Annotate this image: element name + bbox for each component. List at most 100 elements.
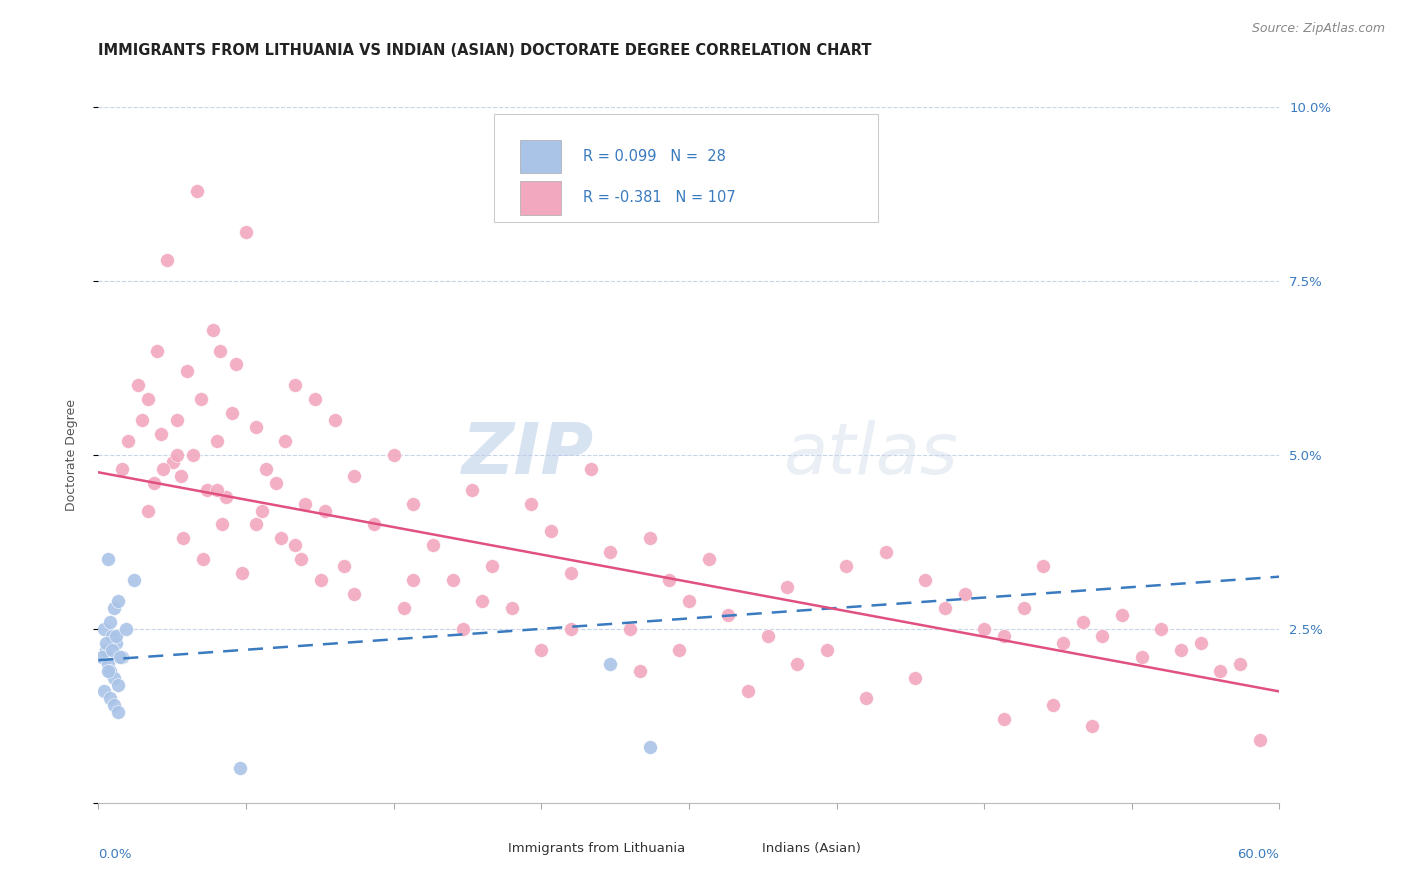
Point — [835, 559, 858, 574]
Point — [254, 462, 277, 476]
Point — [668, 642, 690, 657]
Point — [162, 455, 184, 469]
Point — [993, 629, 1015, 643]
Text: ZIP: ZIP — [463, 420, 595, 490]
Point — [136, 392, 159, 407]
Point — [1130, 649, 1153, 664]
Point — [156, 253, 179, 268]
Point — [150, 427, 173, 442]
Point — [122, 573, 145, 587]
Point — [638, 532, 661, 546]
Point — [142, 475, 165, 490]
Point — [540, 524, 562, 539]
Point — [520, 497, 543, 511]
Point — [97, 657, 120, 671]
Point — [776, 580, 799, 594]
Point — [402, 573, 425, 587]
Point — [98, 615, 121, 629]
Point — [934, 601, 956, 615]
Point — [1249, 733, 1271, 747]
Point — [530, 642, 553, 657]
Point — [209, 343, 232, 358]
Point — [343, 587, 366, 601]
Point — [117, 434, 139, 448]
Point — [560, 622, 582, 636]
Text: R = 0.099   N =  28: R = 0.099 N = 28 — [582, 149, 725, 164]
Point — [229, 761, 252, 775]
Point — [225, 358, 247, 372]
Point — [737, 684, 759, 698]
Point — [1012, 601, 1035, 615]
Point — [103, 601, 125, 615]
Point — [108, 649, 131, 664]
Point — [97, 552, 120, 566]
Point — [205, 434, 228, 448]
Point — [284, 378, 307, 392]
Text: Source: ZipAtlas.com: Source: ZipAtlas.com — [1251, 22, 1385, 36]
Point — [904, 671, 927, 685]
Point — [221, 406, 243, 420]
Point — [186, 184, 208, 198]
Point — [1081, 719, 1104, 733]
Point — [1071, 615, 1094, 629]
Point — [875, 545, 897, 559]
Point — [103, 698, 125, 713]
Point — [628, 664, 651, 678]
Text: IMMIGRANTS FROM LITHUANIA VS INDIAN (ASIAN) DOCTORATE DEGREE CORRELATION CHART: IMMIGRANTS FROM LITHUANIA VS INDIAN (ASI… — [98, 43, 872, 58]
Point — [451, 622, 474, 636]
Point — [215, 490, 238, 504]
Point — [98, 664, 121, 678]
Point — [284, 538, 307, 552]
Point — [107, 706, 129, 720]
Point — [131, 413, 153, 427]
Point — [166, 448, 188, 462]
Point — [172, 532, 194, 546]
Point — [402, 497, 425, 511]
Point — [471, 594, 494, 608]
Point — [103, 671, 125, 685]
Point — [146, 343, 169, 358]
Point — [91, 649, 114, 664]
Point — [638, 740, 661, 755]
Point — [363, 517, 385, 532]
Point — [382, 448, 405, 462]
Point — [717, 607, 740, 622]
Point — [333, 559, 356, 574]
Point — [343, 468, 366, 483]
Point — [1189, 636, 1212, 650]
Point — [111, 649, 134, 664]
FancyBboxPatch shape — [520, 181, 561, 215]
Point — [1042, 698, 1064, 713]
Point — [152, 462, 174, 476]
Point — [245, 420, 267, 434]
Point — [274, 434, 297, 448]
FancyBboxPatch shape — [464, 835, 501, 862]
Point — [294, 497, 316, 511]
Point — [136, 503, 159, 517]
Point — [201, 323, 224, 337]
Point — [304, 392, 326, 407]
Point — [191, 552, 214, 566]
Point — [314, 503, 336, 517]
Point — [96, 642, 118, 657]
Point — [195, 483, 218, 497]
Point — [1111, 607, 1133, 622]
Point — [658, 573, 681, 587]
Point — [697, 552, 720, 566]
Point — [579, 462, 602, 476]
Point — [166, 413, 188, 427]
Point — [855, 691, 877, 706]
FancyBboxPatch shape — [520, 140, 561, 173]
Point — [101, 642, 124, 657]
Point — [309, 573, 332, 587]
Point — [993, 712, 1015, 726]
Point — [111, 462, 134, 476]
Point — [1091, 629, 1114, 643]
Point — [205, 483, 228, 497]
Point — [93, 622, 115, 636]
Point — [98, 691, 121, 706]
Point — [619, 622, 641, 636]
Text: 60.0%: 60.0% — [1237, 848, 1279, 861]
Point — [560, 566, 582, 581]
Point — [115, 622, 138, 636]
